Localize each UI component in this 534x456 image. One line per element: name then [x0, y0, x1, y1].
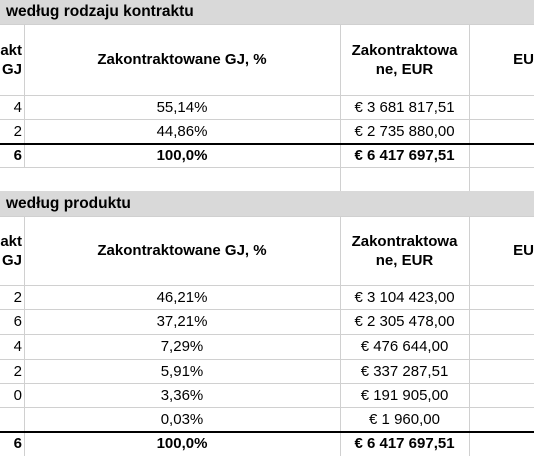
total-cell: € 6 417 697,51 [354, 435, 455, 453]
row-divider [0, 383, 534, 384]
table-cell: 37,21% [156, 313, 208, 331]
grid-line [340, 216, 341, 456]
table-cell: € 3 681 817,51 [354, 98, 455, 116]
section-title: według produktu [6, 194, 131, 212]
column-header-first: akt GJ [0, 232, 22, 270]
table-cell: € 191 905,00 [360, 386, 449, 404]
row-divider [0, 119, 534, 120]
table-cell: 3,36% [160, 386, 204, 404]
grid-line [340, 167, 341, 191]
section-title-bar: według rodzaju kontraktu [0, 0, 534, 24]
row-divider [0, 216, 534, 217]
row-divider [0, 24, 534, 25]
total-cell: 6 [13, 435, 22, 453]
total-divider [0, 143, 534, 145]
total-divider [0, 431, 534, 433]
section-title: według rodzaju kontraktu [6, 3, 194, 20]
row-divider [0, 334, 534, 335]
grid-line [469, 216, 470, 456]
table-cell [0, 408, 22, 431]
column-header-last: EU [513, 242, 534, 260]
table-cell: 0,03% [160, 410, 204, 428]
table-cell: 4 [13, 338, 22, 356]
column-header-eur: Zakontraktowa ne, EUR [351, 232, 458, 270]
grid-line [24, 216, 25, 456]
row-divider [0, 95, 534, 96]
table-cell: 5,91% [160, 362, 204, 380]
table-cell: 4 [13, 98, 22, 116]
total-cell: 6 [13, 147, 22, 165]
table-cell: 0 [13, 386, 22, 404]
column-header-first: akt GJ [0, 41, 22, 79]
row-divider [0, 167, 534, 168]
row-divider [0, 309, 534, 310]
table-cell: 2 [13, 362, 22, 380]
column-header-last: EU [513, 51, 534, 69]
table-cell: € 3 104 423,00 [354, 288, 455, 306]
section-title-bar: według produktu [0, 191, 534, 216]
column-header-pct: Zakontraktowane GJ, % [97, 51, 267, 69]
table-cell: 2 [13, 288, 22, 306]
column-header-pct: Zakontraktowane GJ, % [97, 242, 267, 260]
table-cell: 46,21% [156, 288, 208, 306]
table-cell: 44,86% [156, 122, 208, 140]
table-cell: 55,14% [156, 98, 208, 116]
table-cell: € 337 287,51 [360, 362, 449, 380]
grid-line [469, 167, 470, 191]
table-cell: € 476 644,00 [360, 338, 449, 356]
table-cell: 6 [13, 313, 22, 331]
table-cell: € 1 960,00 [369, 410, 440, 428]
column-header-eur: Zakontraktowa ne, EUR [351, 41, 458, 79]
table-cell: 7,29% [160, 338, 204, 356]
table-cell: € 2 735 880,00 [354, 122, 455, 140]
table-cell: € 2 305 478,00 [354, 313, 455, 331]
row-divider [0, 285, 534, 286]
total-cell: € 6 417 697,51 [354, 147, 455, 165]
row-divider [0, 407, 534, 408]
total-cell: 100,0% [156, 435, 208, 453]
total-cell: 100,0% [156, 147, 208, 165]
table-cell: 2 [13, 122, 22, 140]
row-divider [0, 359, 534, 360]
